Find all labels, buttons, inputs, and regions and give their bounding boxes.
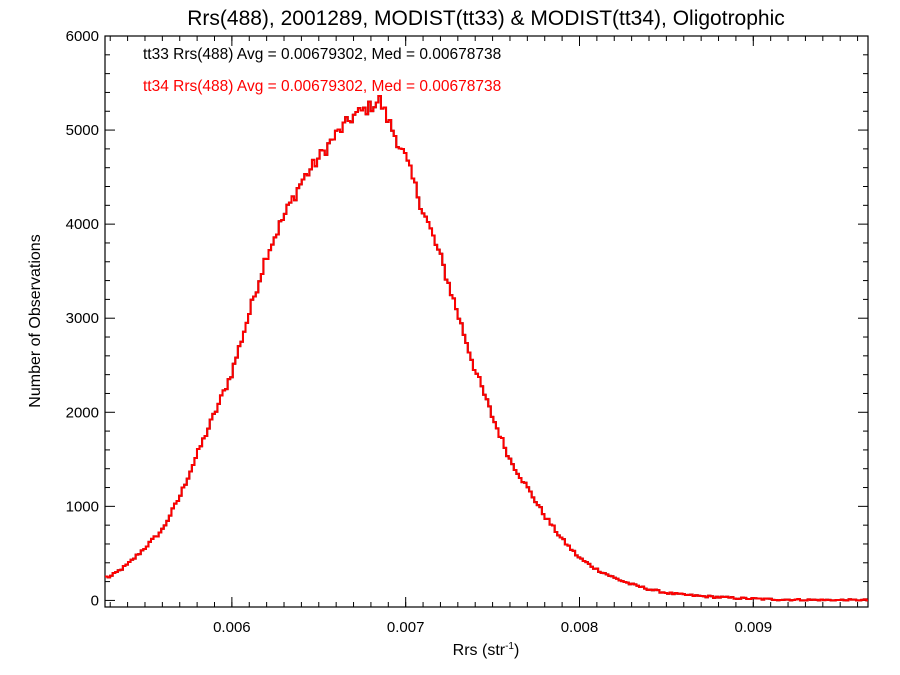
x-axis-label-sup: -1 — [505, 641, 514, 652]
series-layer — [105, 95, 868, 602]
series-tt33-line — [105, 95, 868, 602]
x-tick-label: 0.009 — [735, 619, 773, 636]
y-tick-label: 5000 — [66, 122, 99, 139]
axis-ticks: 0.006 0.007 0.008 0.009 0 1000 2000 3000 4000 500… — [66, 28, 868, 636]
series-tt34-line — [105, 95, 868, 602]
y-axis-label: Number of Observations — [27, 234, 44, 407]
x-tick-label: 0.006 — [213, 619, 251, 636]
legend-entry-tt33: tt33 Rrs(488) Avg = 0.00679302, Med = 0.… — [143, 46, 501, 63]
x-axis-label-tail: ) — [514, 642, 519, 659]
legend-entry-tt34: tt34 Rrs(488) Avg = 0.00679302, Med = 0.… — [143, 78, 501, 95]
y-tick-label: 0 — [91, 592, 99, 609]
plot-area-frame — [104, 35, 869, 608]
x-tick-label: 0.007 — [387, 619, 425, 636]
x-axis-label: Rrs (str-1) — [453, 641, 520, 659]
x-tick-label: 0.008 — [561, 619, 599, 636]
y-tick-label: 3000 — [66, 310, 99, 327]
x-axis-label-main: Rrs (str — [453, 642, 506, 659]
y-tick-label: 2000 — [66, 404, 99, 421]
chart-title: Rrs(488), 2001289, MODIST(tt33) & MODIST… — [187, 7, 785, 30]
y-tick-label: 4000 — [66, 216, 99, 233]
y-tick-label: 6000 — [66, 28, 99, 45]
y-tick-label: 1000 — [66, 498, 99, 515]
